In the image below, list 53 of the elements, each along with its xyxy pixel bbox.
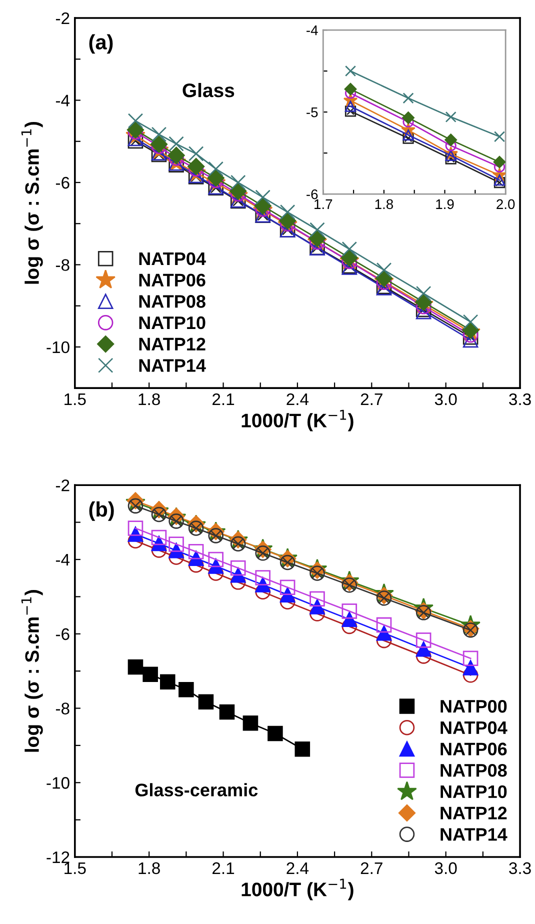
x-tick-label: 1.7 <box>314 199 332 209</box>
x-axis-title: 1000/T (K$^{−1}$) <box>242 878 354 900</box>
x-tick-label: 2.7 <box>360 393 382 406</box>
y-tick-label: -4 <box>56 94 70 106</box>
legend-label: NATP04 <box>440 721 508 734</box>
x-tick-label: 3.0 <box>434 862 457 874</box>
x-tick-label: 2.1 <box>212 862 234 874</box>
legend-label: NATP00 <box>440 700 507 713</box>
x-tick-label: 1.8 <box>138 393 160 406</box>
y-tick-label: -8 <box>56 259 70 271</box>
y-tick-label: -5 <box>306 108 318 118</box>
y-axis-title: log σ (σ : S.cm$^{−1}$) <box>21 122 43 284</box>
legend-label: NATP12 <box>139 338 206 350</box>
x-tick-label: 2.4 <box>286 393 309 406</box>
y-tick-label: -6 <box>56 628 70 640</box>
x-tick-label: 2.1 <box>212 393 234 406</box>
y-tick-label: -2 <box>56 480 70 492</box>
x-tick-label: 3.3 <box>509 862 531 874</box>
x-tick-label: 1.8 <box>375 199 393 210</box>
x-tick-label: 2.4 <box>286 862 309 874</box>
y-tick-label: -12 <box>46 851 70 864</box>
y-tick-label: -8 <box>56 702 70 714</box>
x-axis-title: 1000/T (K$^{−1}$) <box>242 410 354 432</box>
legend-label: NATP06 <box>440 742 507 756</box>
legend-label: NATP08 <box>139 295 206 308</box>
y-tick-label: -4 <box>306 26 318 36</box>
x-tick-label: 3.3 <box>509 393 531 406</box>
annotation: (a) <box>89 34 113 54</box>
annotation: Glass <box>182 82 234 98</box>
x-tick-label: 3.0 <box>434 393 457 406</box>
x-tick-label: 1.5 <box>64 394 86 406</box>
x-tick-label: 1.8 <box>138 862 160 874</box>
y-axis-title: log σ (σ : S.cm$^{−1}$) <box>21 590 43 752</box>
x-tick-label: 2.0 <box>496 199 515 210</box>
y-tick-label: -10 <box>46 341 70 354</box>
y-tick-label: -2 <box>56 12 70 24</box>
annotation: Glass-ceramic <box>135 783 258 796</box>
y-tick-label: -4 <box>56 554 70 566</box>
legend-label: NATP12 <box>440 806 507 820</box>
legend-label: NATP14 <box>440 828 508 841</box>
y-tick-label: -10 <box>46 777 70 789</box>
x-tick-label: 1.9 <box>436 199 454 210</box>
x-tick-label: 2.7 <box>360 862 382 874</box>
y-tick-label: -6 <box>306 189 318 200</box>
legend-label: NATP08 <box>440 764 507 777</box>
legend-label: NATP10 <box>440 785 507 798</box>
legend-label: NATP14 <box>139 359 206 372</box>
annotation: (b) <box>89 501 114 521</box>
x-tick-label: 1.5 <box>64 862 86 874</box>
y-tick-label: -6 <box>56 176 70 189</box>
legend-label: NATP04 <box>139 252 206 266</box>
legend-label: NATP06 <box>139 274 206 286</box>
legend-label: NATP10 <box>139 316 206 330</box>
